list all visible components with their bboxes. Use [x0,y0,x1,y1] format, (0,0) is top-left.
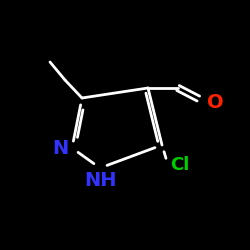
Text: NH: NH [84,170,116,190]
Text: O: O [208,92,224,112]
Text: Cl: Cl [170,156,190,174]
Text: N: N [52,138,68,158]
